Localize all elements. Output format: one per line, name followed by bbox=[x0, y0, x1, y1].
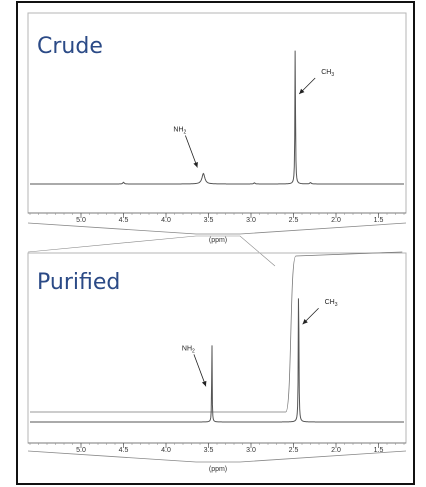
crude-axis-bracket bbox=[27, 222, 407, 235]
x-tick-label: 4.0 bbox=[161, 447, 171, 454]
purified-x-axis-label: (ppm) bbox=[209, 466, 227, 473]
crude-spectrum-line bbox=[30, 50, 404, 185]
annotation-arrowhead bbox=[302, 319, 308, 325]
figure-frame bbox=[16, 1, 415, 485]
x-tick-label: 3.5 bbox=[204, 217, 214, 224]
purified-axis-bracket bbox=[27, 450, 407, 463]
x-tick-label: 2.5 bbox=[289, 217, 299, 224]
x-tick-label: 1.5 bbox=[374, 447, 384, 454]
annotation-arrow bbox=[185, 135, 198, 168]
purified-ticks: 5.0 4.5 4.0 3.5 3.0 2.5 2.0 1.5 bbox=[29, 443, 405, 454]
x-tick-label: 3.5 bbox=[204, 447, 214, 454]
annotation-arrowhead bbox=[201, 380, 207, 387]
x-tick-label: 3.0 bbox=[246, 447, 256, 454]
annotation-arrowhead bbox=[193, 161, 198, 168]
crude-spectrum-panel: Crude 5.0 4.5 4.0 3.5 3.0 2.5 2.0 1.5 (ppm) NH2… bbox=[27, 12, 407, 267]
purified-annotations: NH2 CH3 bbox=[182, 299, 338, 387]
x-tick-label: 5.0 bbox=[76, 447, 86, 454]
annotation-arrowhead bbox=[299, 88, 305, 94]
x-tick-label: 4.0 bbox=[161, 217, 171, 224]
x-tick-label: 5.0 bbox=[76, 217, 86, 224]
x-tick-label: 1.5 bbox=[374, 217, 384, 224]
peak-label: CH3 bbox=[321, 69, 334, 78]
purified-integral-curve bbox=[30, 251, 403, 413]
x-tick-label: 4.5 bbox=[119, 447, 129, 454]
purified-spectrum-panel: Purified 5.0 4.5 4.0 3.5 3.0 2.5 2.0 1.5 (ppm) … bbox=[27, 251, 407, 473]
crude-x-axis-label: (ppm) bbox=[209, 237, 227, 244]
x-tick-label: 4.5 bbox=[119, 217, 129, 224]
crude-ticks: 5.0 4.5 4.0 3.5 3.0 2.5 2.0 1.5 bbox=[29, 213, 405, 224]
x-tick-label: 2.0 bbox=[331, 447, 341, 454]
purified-spectrum-line bbox=[30, 298, 404, 423]
x-tick-label: 2.5 bbox=[289, 447, 299, 454]
peak-label: NH2 bbox=[173, 127, 186, 136]
x-tick-label: 2.0 bbox=[331, 217, 341, 224]
x-tick-label: 3.0 bbox=[246, 217, 256, 224]
crude-to-purified-connector bbox=[27, 235, 276, 267]
crude-title: Crude bbox=[37, 34, 103, 59]
peak-label: NH2 bbox=[182, 345, 195, 354]
peak-label: CH3 bbox=[325, 299, 338, 308]
crude-annotations: NH2 CH3 bbox=[173, 69, 334, 168]
purified-title: Purified bbox=[37, 270, 120, 295]
annotation-arrow bbox=[193, 354, 207, 387]
